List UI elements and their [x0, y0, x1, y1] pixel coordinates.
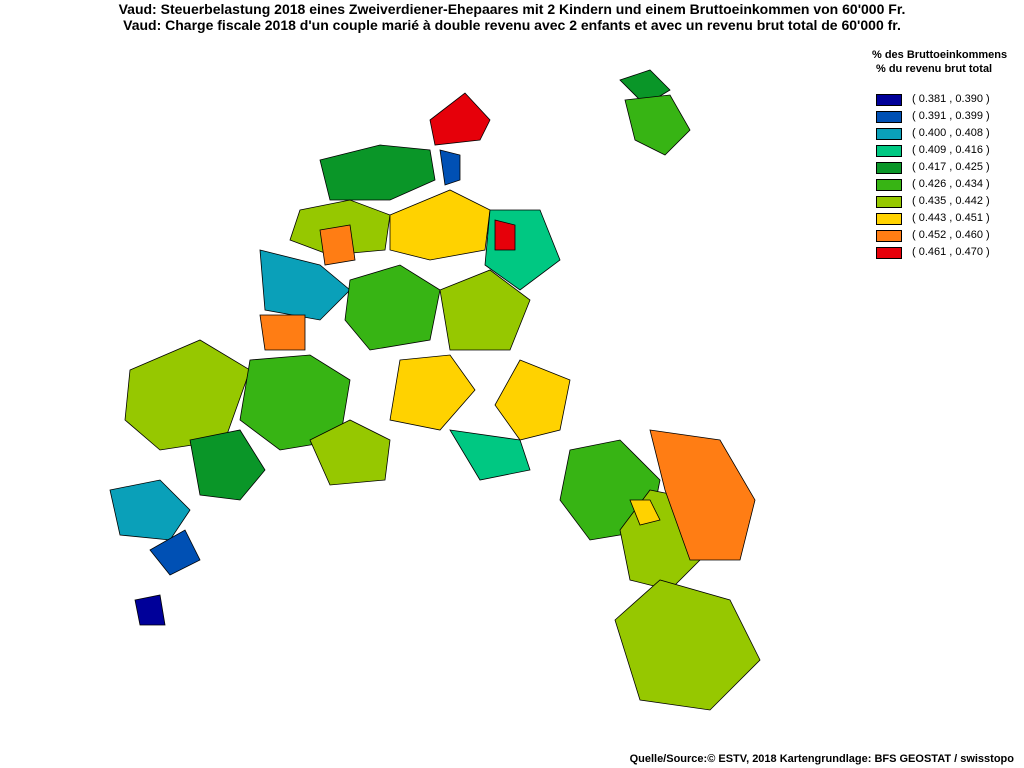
legend-label: ( 0.409 , 0.416 )	[912, 144, 990, 156]
legend-label: ( 0.461 , 0.470 )	[912, 246, 990, 258]
legend-swatch	[876, 213, 902, 225]
legend-label: ( 0.391 , 0.399 )	[912, 110, 990, 122]
municipality-region	[429, 92, 491, 146]
legend-swatch	[876, 196, 902, 208]
municipality-region	[494, 219, 516, 251]
municipality-region	[109, 479, 191, 541]
legend-label: ( 0.426 , 0.434 )	[912, 178, 990, 190]
municipality-region	[259, 249, 351, 321]
municipality-region	[389, 354, 476, 431]
municipality-region	[439, 149, 461, 186]
legend-swatch	[876, 162, 902, 174]
municipality-region	[439, 269, 531, 351]
municipality-region	[449, 429, 531, 481]
source-credit: Quelle/Source:© ESTV, 2018 Kartengrundla…	[629, 753, 1014, 765]
legend-swatch	[876, 179, 902, 191]
legend-swatch	[876, 145, 902, 157]
legend-label: ( 0.443 , 0.451 )	[912, 212, 990, 224]
municipality-region	[629, 499, 661, 526]
legend-title-german: % des Bruttoeinkommens	[872, 49, 1008, 61]
legend-title-french: % du revenu brut total	[876, 63, 993, 75]
municipality-region	[624, 94, 691, 156]
map-title-german: Vaud: Steuerbelastung 2018 eines Zweiver…	[118, 1, 906, 17]
municipality-region	[649, 429, 756, 561]
municipality-region	[494, 359, 571, 441]
map-title-french: Vaud: Charge fiscale 2018 d'un couple ma…	[123, 17, 901, 33]
legend-label: ( 0.452 , 0.460 )	[912, 229, 990, 241]
municipality-region	[319, 224, 356, 266]
municipality-region	[189, 429, 266, 501]
legend-label: ( 0.435 , 0.442 )	[912, 195, 990, 207]
legend-label: ( 0.417 , 0.425 )	[912, 161, 990, 173]
municipality-region	[309, 419, 391, 486]
municipality-region	[259, 314, 306, 351]
legend-swatch	[876, 94, 902, 106]
municipality-region	[344, 264, 441, 351]
municipality-region	[389, 189, 491, 261]
legend-label: ( 0.381 , 0.390 )	[912, 93, 990, 105]
legend-swatch	[876, 230, 902, 242]
legend-swatch	[876, 247, 902, 259]
legend-swatch	[876, 111, 902, 123]
choropleth-map	[109, 69, 761, 711]
municipality-region	[149, 529, 201, 576]
legend: % des Bruttoeinkommens % du revenu brut …	[872, 48, 1022, 259]
legend-swatch	[876, 128, 902, 140]
municipality-region	[319, 144, 436, 201]
legend-label: ( 0.400 , 0.408 )	[912, 127, 990, 139]
municipality-region	[134, 594, 166, 626]
municipality-region	[614, 579, 761, 711]
